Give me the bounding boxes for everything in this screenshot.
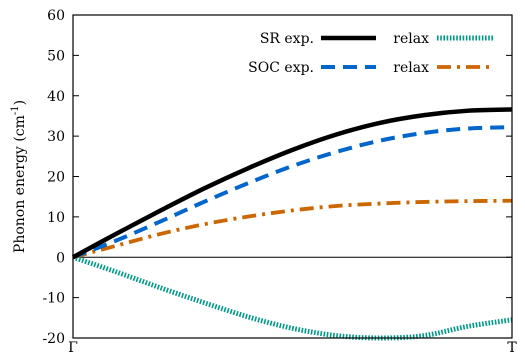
y-ticks: -20 -10 0 10 20 30 40 50 60 (42, 8, 512, 347)
series-line-soc-relax (72, 198, 513, 260)
legend-label: SR exp. (260, 31, 314, 47)
series-lines (71, 107, 513, 341)
y-tick-label: 30 (47, 129, 65, 145)
legend-label: SOC exp. (248, 60, 314, 76)
y-tick-label: -20 (42, 331, 65, 347)
legend-label: relax (393, 60, 429, 76)
plot-frame (72, 14, 513, 339)
y-tick-label: -10 (42, 291, 65, 307)
x-tick-label: T (507, 340, 517, 356)
y-tick-label: 40 (47, 89, 65, 105)
y-tick-label: 60 (47, 8, 65, 24)
y-tick-label: 0 (56, 250, 65, 266)
legend-label: relax (393, 31, 429, 47)
y-tick-label: 50 (47, 48, 65, 64)
y-axis-title-text: Phonon energy (cm (12, 115, 28, 253)
y-tick-label: 10 (47, 210, 65, 226)
y-axis-title: Phonon energy (cm-1) (10, 100, 28, 253)
series-line-soc-exp (72, 125, 513, 260)
y-tick-label: 20 (47, 170, 65, 186)
y-axis-title-sup: -1 (10, 105, 21, 115)
series-line-sr-exp (71, 107, 513, 260)
x-tick-label: Γ (68, 340, 78, 356)
y-axis-title-close: ) (12, 100, 28, 105)
series-line-sr-relax (72, 254, 513, 341)
legend: SR exp. relax SOC exp. relax (248, 31, 493, 76)
